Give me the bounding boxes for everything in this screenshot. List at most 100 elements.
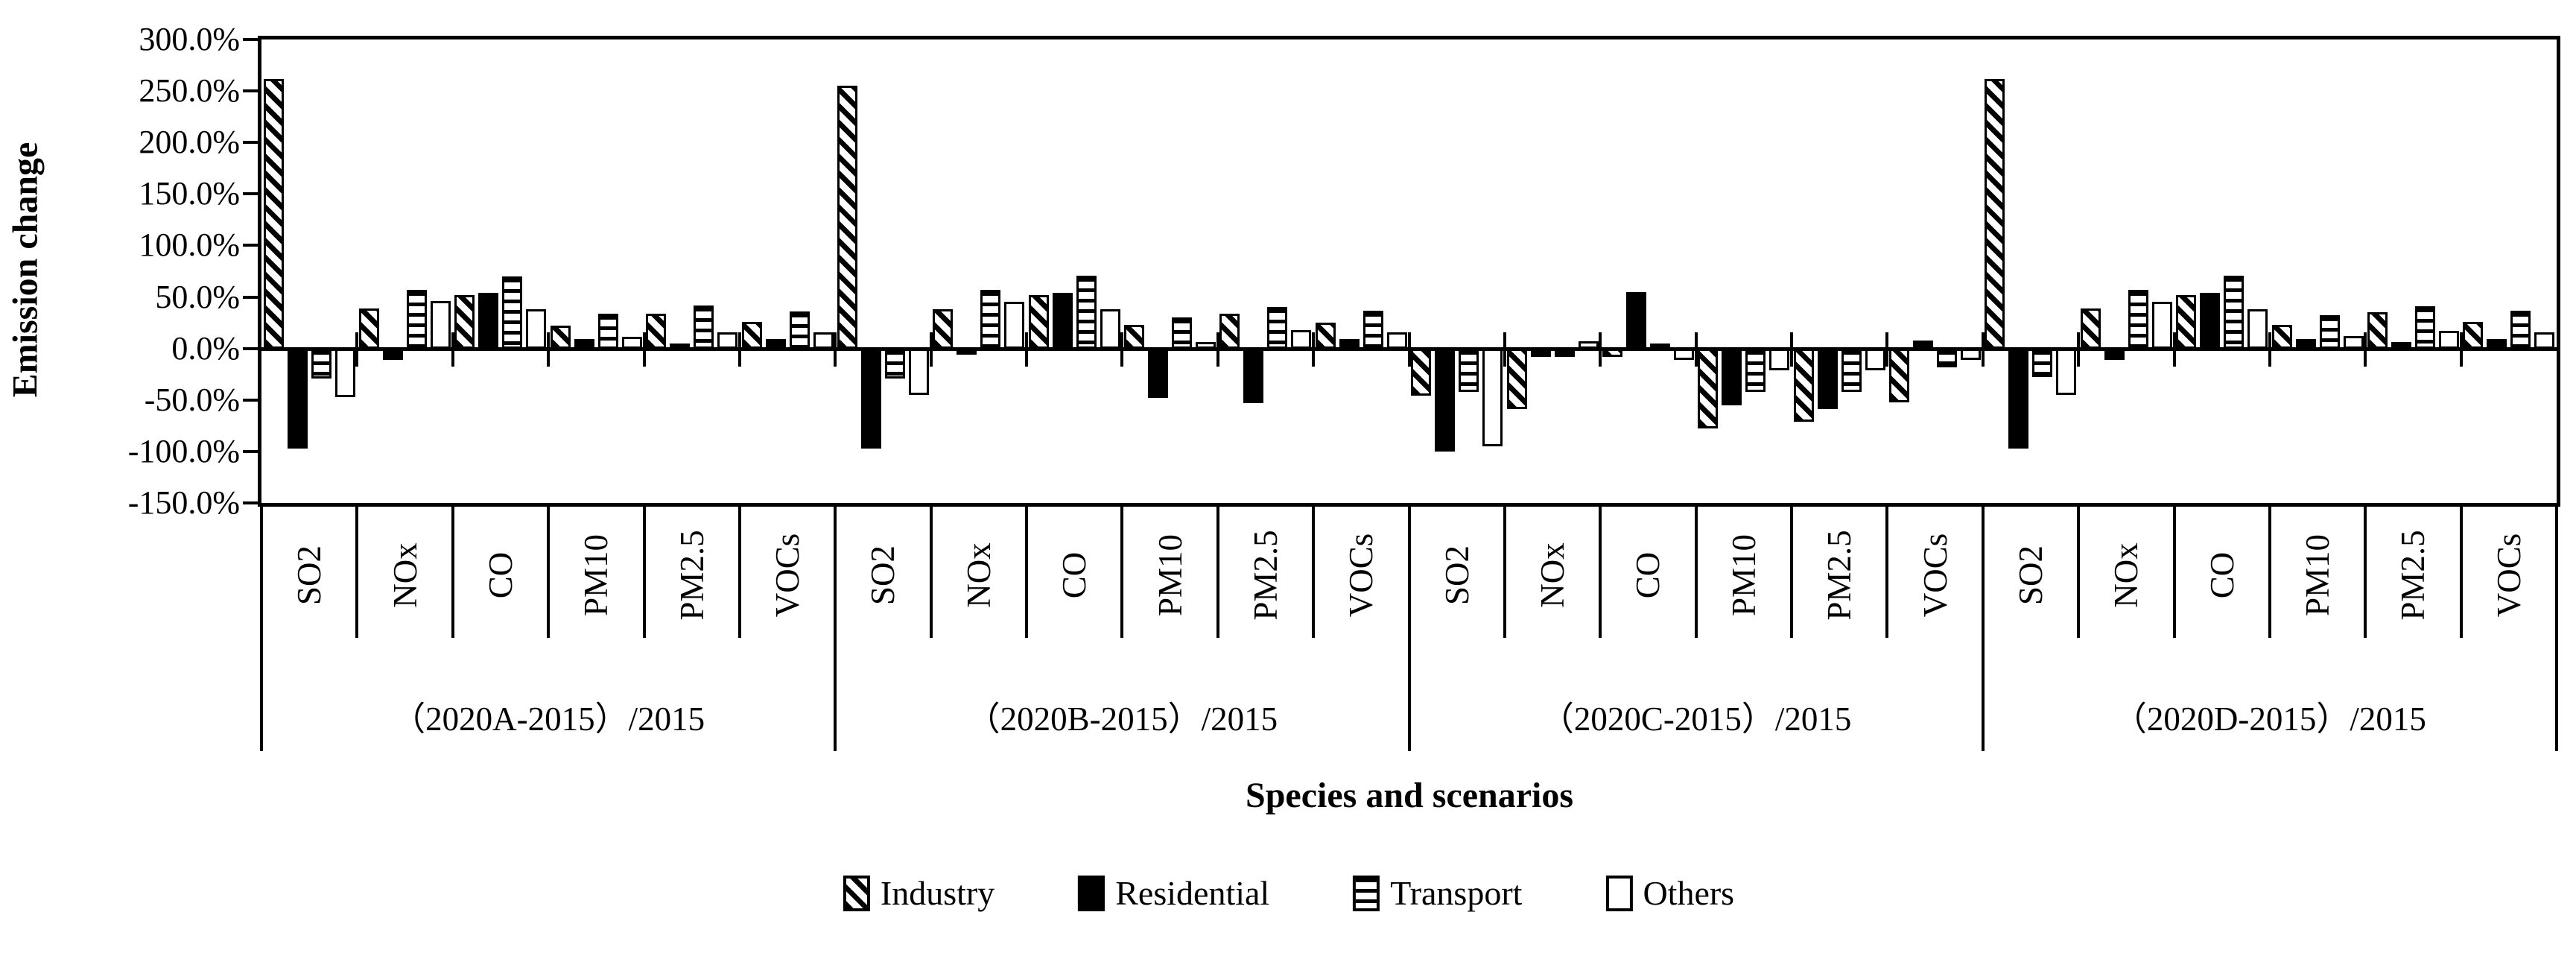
category-axis-tick	[1312, 332, 1316, 367]
bar-transport-so2-scenario-A	[311, 348, 331, 379]
bar-transport-nox-scenario-A	[407, 289, 428, 349]
scenario-label-B: （2020B-2015）/2015	[966, 700, 1278, 738]
bar-residential-so2-scenario-A	[287, 348, 308, 449]
species-label-co: CO	[2203, 551, 2241, 599]
y-axis-tick-label: 150.0%	[139, 175, 240, 212]
species-separator-line	[929, 507, 933, 638]
y-axis-tick-label: 0.0%	[171, 329, 240, 367]
y-axis-tick	[243, 38, 258, 41]
bar-residential-co-scenario-A	[478, 293, 499, 349]
bar-industry-vocs-scenario-B	[1315, 323, 1336, 349]
species-separator-line	[2364, 507, 2367, 638]
species-separator-line	[1216, 507, 1219, 638]
bar-residential-co-scenario-D	[2200, 293, 2221, 349]
species-label-pm2.5: PM2.5	[1246, 530, 1284, 621]
bar-industry-pm10-scenario-B	[1124, 324, 1145, 349]
bar-residential-pm10-scenario-B	[1148, 348, 1169, 398]
bar-transport-pm10-scenario-C	[1745, 348, 1766, 392]
category-axis-tick	[1885, 332, 1889, 367]
legend-item-others: Others	[1605, 873, 1734, 913]
plot-frame	[258, 36, 2560, 507]
category-axis-tick	[2459, 332, 2463, 367]
bar-residential-so2-scenario-D	[2008, 348, 2029, 449]
species-label-vocs: VOCs	[2490, 533, 2528, 618]
bar-residential-co-scenario-B	[1052, 293, 1073, 349]
species-separator-line	[642, 507, 646, 638]
bar-industry-nox-scenario-B	[933, 309, 954, 349]
species-separator-line	[451, 507, 454, 638]
species-separator-line	[2172, 507, 2176, 638]
bar-residential-pm2.5-scenario-B	[1243, 348, 1264, 403]
bar-transport-pm10-scenario-A	[597, 313, 618, 349]
legend-item-industry: Industry	[843, 873, 994, 913]
bar-industry-vocs-scenario-C	[1889, 348, 1910, 402]
bar-others-vocs-scenario-D	[2534, 332, 2555, 349]
species-separator-line	[1885, 507, 1889, 638]
y-axis-tick-label: -150.0%	[127, 484, 240, 521]
bar-industry-so2-scenario-B	[837, 86, 857, 349]
bar-industry-pm2.5-scenario-A	[646, 313, 667, 349]
scenario-label-D: （2020D-2015）/2015	[2113, 700, 2426, 738]
legend-item-transport: Transport	[1353, 873, 1522, 913]
bar-residential-so2-scenario-C	[1435, 348, 1456, 452]
bar-transport-so2-scenario-D	[2032, 348, 2053, 378]
bar-industry-pm10-scenario-D	[2271, 324, 2292, 349]
scenario-separator-line	[260, 507, 263, 751]
species-label-vocs: VOCs	[769, 533, 807, 618]
category-axis-tick	[451, 332, 454, 367]
bar-transport-co-scenario-B	[1076, 275, 1097, 349]
species-separator-line	[1503, 507, 1506, 638]
bar-transport-nox-scenario-B	[980, 289, 1001, 349]
bar-others-so2-scenario-C	[1482, 348, 1503, 446]
bar-residential-so2-scenario-B	[860, 348, 881, 449]
bar-others-nox-scenario-B	[1004, 302, 1025, 349]
bar-transport-pm10-scenario-D	[2319, 315, 2340, 349]
y-axis-tick	[243, 501, 258, 504]
bar-others-pm2.5-scenario-B	[1291, 329, 1312, 349]
plot-area	[261, 39, 2557, 503]
y-axis-tick-label: 250.0%	[139, 72, 240, 110]
bar-industry-co-scenario-D	[2176, 294, 2197, 349]
bar-industry-nox-scenario-D	[2080, 308, 2101, 349]
bar-industry-pm2.5-scenario-D	[2367, 312, 2388, 349]
species-label-pm10: PM10	[1151, 534, 1189, 617]
y-axis-tick	[243, 244, 258, 247]
scenario-label-C: （2020C-2015）/2015	[1540, 700, 1852, 738]
category-axis-tick	[2364, 332, 2367, 367]
bar-others-so2-scenario-D	[2056, 348, 2077, 395]
category-axis-tick	[1407, 332, 1411, 367]
bar-industry-pm10-scenario-C	[1698, 348, 1719, 429]
bar-industry-nox-scenario-A	[359, 308, 380, 349]
bar-industry-co-scenario-A	[454, 294, 475, 349]
species-label-pm2.5: PM2.5	[1821, 530, 1859, 621]
category-axis-tick	[2077, 332, 2081, 367]
legend-swatch-transport-icon	[1353, 875, 1380, 911]
bar-transport-co-scenario-D	[2224, 275, 2245, 349]
species-label-nox: NOx	[959, 542, 997, 608]
category-axis-tick	[2172, 332, 2176, 367]
species-label-vocs: VOCs	[1916, 533, 1954, 618]
legend: Industry Residential Transport Others	[843, 873, 1734, 913]
scenario-separator-line	[834, 507, 837, 751]
bar-industry-so2-scenario-D	[1985, 78, 2005, 349]
y-axis-tick	[243, 398, 258, 402]
legend-label-others: Others	[1643, 874, 1735, 912]
y-axis-tick-label: -100.0%	[127, 432, 240, 469]
y-axis-tick	[243, 89, 258, 93]
species-separator-line	[737, 507, 741, 638]
bar-others-so2-scenario-B	[908, 348, 929, 395]
bar-industry-pm2.5-scenario-C	[1793, 348, 1814, 422]
bar-residential-pm2.5-scenario-C	[1817, 348, 1838, 410]
bar-transport-so2-scenario-B	[884, 348, 905, 379]
species-label-so2: SO2	[2011, 545, 2049, 606]
bar-residential-co-scenario-C	[1625, 291, 1646, 349]
species-label-nox: NOx	[1534, 542, 1572, 608]
bar-transport-vocs-scenario-A	[789, 311, 810, 349]
bar-industry-co-scenario-B	[1028, 294, 1049, 349]
bar-others-co-scenario-B	[1100, 309, 1120, 349]
species-separator-line	[2459, 507, 2463, 638]
bar-transport-co-scenario-A	[502, 276, 523, 349]
bar-industry-vocs-scenario-D	[2463, 321, 2484, 349]
species-separator-line	[1312, 507, 1316, 638]
